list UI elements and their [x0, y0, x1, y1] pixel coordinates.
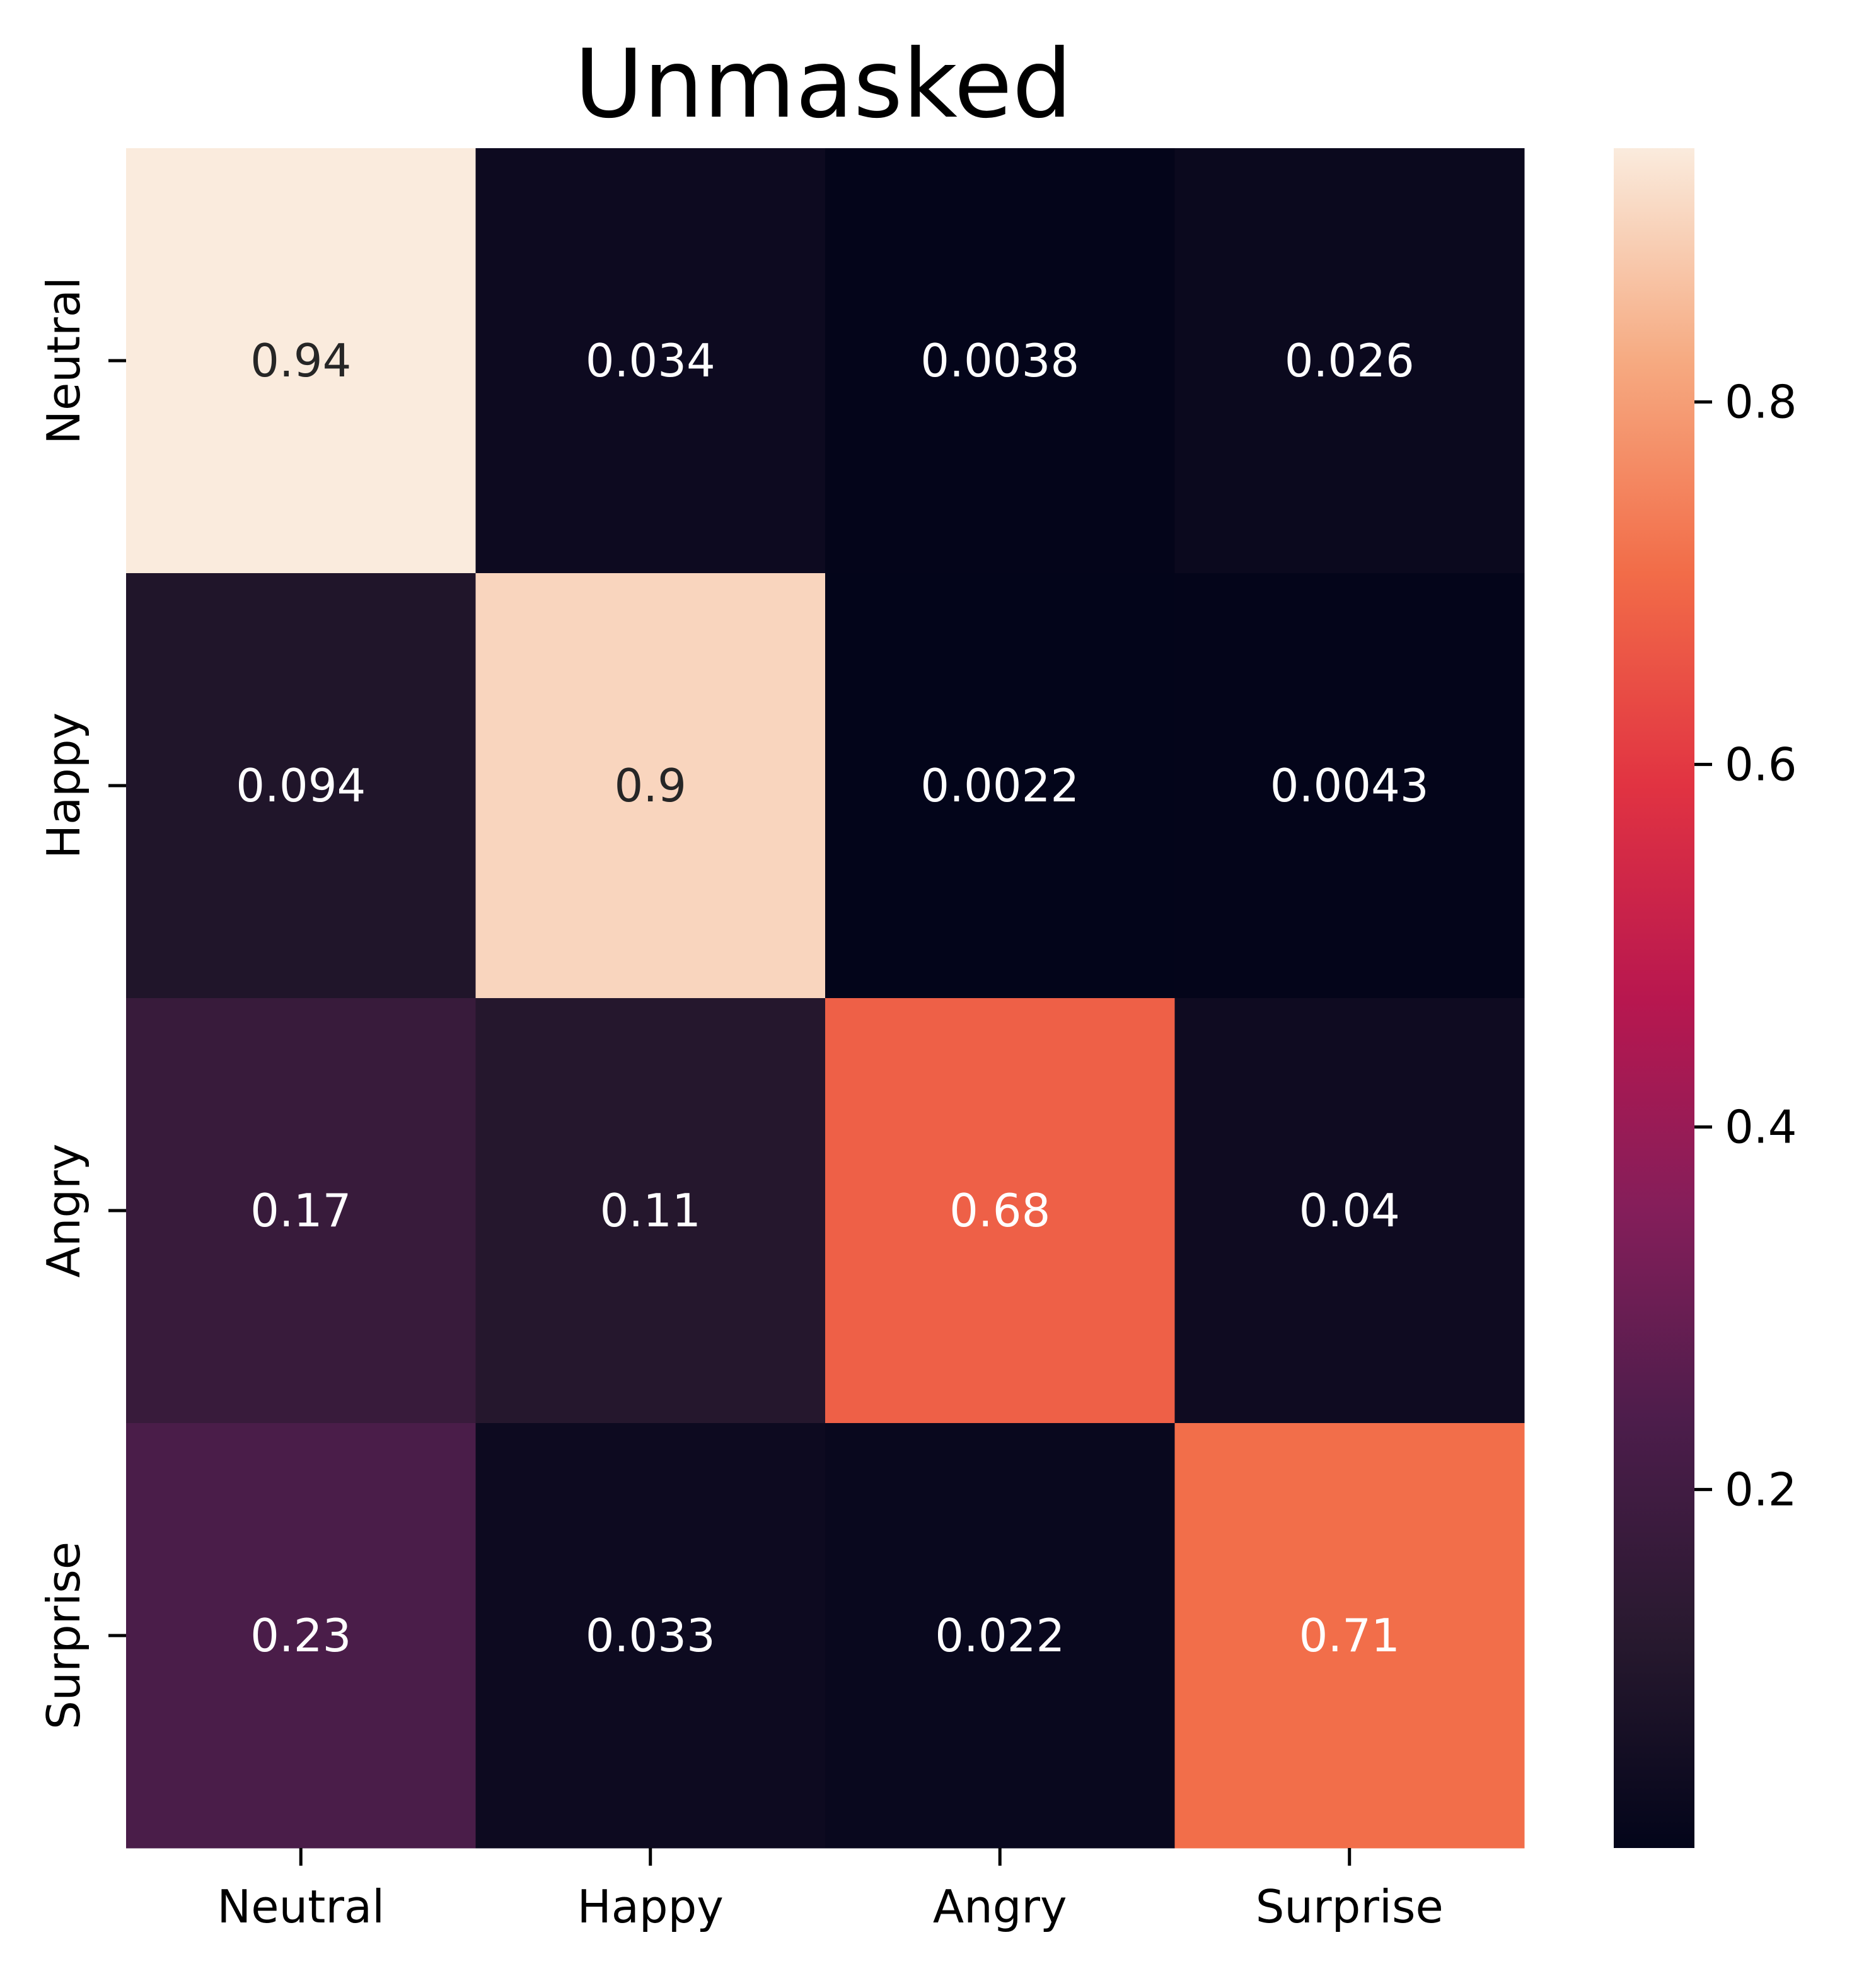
heatmap-cell [1174, 1423, 1525, 1849]
colorbar [1614, 148, 1694, 1848]
colorbar-tick-label: 0.2 [1725, 1463, 1797, 1516]
cell-value-label: 0.0022 [920, 759, 1079, 812]
heatmap-cell [475, 1423, 826, 1849]
x-axis: Neutral Happy Angry Surprise [217, 1848, 1444, 1933]
cell-value-label: 0.033 [586, 1609, 715, 1662]
y-tick-label: Happy [37, 712, 90, 859]
heatmap-cell [126, 573, 476, 999]
heatmap-cell [825, 573, 1175, 999]
heatmap-cell [825, 998, 1175, 1424]
heatmap-cell [126, 148, 476, 574]
heatmap-cell [1174, 573, 1525, 999]
colorbar-axis: 0.2 0.4 0.6 0.8 [1694, 375, 1797, 1516]
colorbar-tick-label: 0.6 [1725, 738, 1797, 791]
heatmap-cell [1174, 998, 1525, 1424]
cell-value-label: 0.9 [614, 759, 686, 812]
cell-value-label: 0.0038 [920, 334, 1079, 387]
cell-value-label: 0.71 [1299, 1609, 1400, 1662]
cell-value-label: 0.026 [1285, 334, 1415, 387]
cell-value-label: 0.094 [236, 759, 366, 812]
x-tick-label: Angry [933, 1880, 1067, 1933]
y-tick-label: Neutral [37, 277, 90, 445]
x-tick-label: Surprise [1256, 1880, 1444, 1933]
heatmap-cells [126, 148, 1525, 1849]
x-tick-label: Neutral [217, 1880, 385, 1933]
heatmap-cell [475, 573, 826, 999]
colorbar-tick-label: 0.8 [1725, 375, 1797, 428]
cell-value-label: 0.034 [586, 334, 715, 387]
cell-value-label: 0.68 [949, 1184, 1050, 1237]
cell-value-label: 0.17 [250, 1184, 351, 1237]
y-tick-label: Angry [37, 1144, 90, 1278]
y-axis: Neutral Happy Angry Surprise [37, 277, 126, 1729]
heatmap-cell [475, 148, 826, 574]
cell-value-label: 0.23 [250, 1609, 351, 1662]
cell-value-label: 0.022 [935, 1609, 1065, 1662]
cell-value-label: 0.04 [1299, 1184, 1400, 1237]
heatmap-cell [475, 998, 826, 1424]
heatmap-cell [126, 1423, 476, 1849]
cell-value-label: 0.94 [250, 334, 351, 387]
heatmap-cell [825, 148, 1175, 574]
colorbar-tick-label: 0.4 [1725, 1100, 1797, 1153]
cell-value-label: 0.0043 [1270, 759, 1429, 812]
cell-value-label: 0.11 [600, 1184, 701, 1237]
x-tick-label: Happy [577, 1880, 724, 1933]
chart-title: Unmasked [574, 30, 1072, 139]
heatmap-cell [1174, 148, 1525, 574]
heatmap-cell [126, 998, 476, 1424]
y-tick-label: Surprise [37, 1542, 90, 1729]
cell-value-labels: 0.94 0.034 0.0038 0.026 0.094 0.9 0.0022 0.0043… [236, 334, 1429, 1662]
heatmap-cell [825, 1423, 1175, 1849]
